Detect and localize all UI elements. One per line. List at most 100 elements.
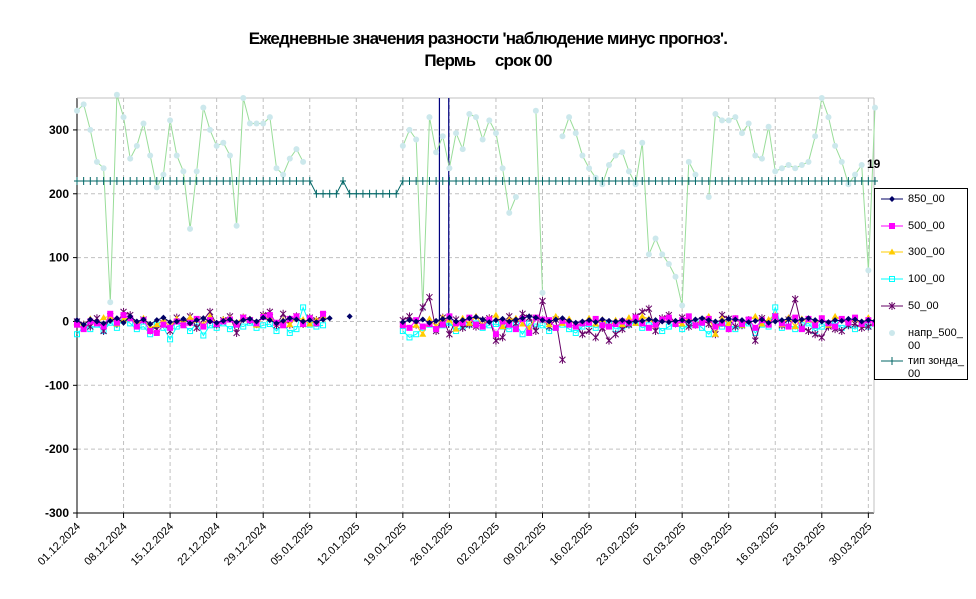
data-point-напр_500_00 <box>758 155 765 162</box>
data-point-100_00 <box>413 331 420 338</box>
data-point-напр_500_00 <box>832 142 839 149</box>
data-point-850_00 <box>712 318 719 325</box>
data-point-тип зонда_00 <box>320 189 327 198</box>
series-line-напр_500_00 <box>535 110 543 293</box>
x-tick-label: 26.01.2025 <box>408 521 455 568</box>
data-point-напр_500_00 <box>805 158 812 165</box>
data-point-тип зонда_00 <box>133 177 140 185</box>
data-point-тип зонда_00 <box>366 189 373 198</box>
data-point-100_00 <box>74 331 80 338</box>
data-point-850_00 <box>253 318 260 325</box>
data-point-100_00 <box>399 328 406 335</box>
data-point-500_00 <box>100 323 107 330</box>
data-point-напр_500_00 <box>719 117 726 124</box>
data-point-100_00 <box>406 334 413 341</box>
data-point-850_00 <box>732 316 739 323</box>
data-point-тип зонда_00 <box>419 177 426 185</box>
data-point-850_00 <box>645 316 652 323</box>
data-point-тип зонда_00 <box>685 177 692 185</box>
data-point-тип зонда_00 <box>559 177 566 185</box>
data-point-850_00 <box>818 318 825 325</box>
data-point-тип зонда_00 <box>340 177 346 185</box>
data-point-напр_500_00 <box>426 114 433 121</box>
data-point-напр_500_00 <box>220 139 227 146</box>
data-point-300_00 <box>678 320 686 327</box>
data-point-500_00 <box>153 329 160 336</box>
legend-symbol <box>881 196 903 202</box>
data-point-850_00 <box>832 317 839 324</box>
data-point-напр_500_00 <box>539 289 546 296</box>
data-point-850_00 <box>240 317 247 324</box>
data-point-напр_500_00 <box>286 155 293 162</box>
data-point-500_00 <box>473 321 479 328</box>
data-point-тип зонда_00 <box>599 177 606 185</box>
legend-label: 50_00 <box>908 300 939 312</box>
data-point-напр_500_00 <box>153 184 160 191</box>
data-point-тип зонда_00 <box>233 177 240 185</box>
x-tick-label: 01.12.2024 <box>36 521 83 568</box>
data-point-850_00 <box>512 316 519 323</box>
data-point-тип зонда_00 <box>659 177 666 185</box>
data-point-тип зонда_00 <box>785 177 792 185</box>
data-point-напр_500_00 <box>100 165 107 172</box>
legend-symbol <box>881 302 903 310</box>
data-point-500_00 <box>113 319 120 326</box>
x-tick-label: 09.02.2025 <box>501 521 548 568</box>
data-point-тип зонда_00 <box>93 177 100 185</box>
data-point-тип зонда_00 <box>173 177 180 185</box>
legend-symbol <box>881 248 903 255</box>
annotation-label: 19 <box>867 157 881 171</box>
data-point-100_00 <box>167 336 174 343</box>
data-point-напр_500_00 <box>80 101 87 108</box>
data-point-50_00 <box>605 336 613 345</box>
data-point-напр_500_00 <box>732 114 739 121</box>
x-tick-label: 16.03.2025 <box>734 521 781 568</box>
data-point-тип зонда_00 <box>679 177 686 185</box>
data-point-тип зонда_00 <box>213 177 220 185</box>
data-point-500_00 <box>592 315 599 322</box>
data-point-напр_500_00 <box>872 104 878 111</box>
data-point-850_00 <box>559 315 566 322</box>
data-point-тип зонда_00 <box>273 177 280 185</box>
data-point-тип зонда_00 <box>872 177 878 185</box>
data-point-300_00 <box>306 320 314 327</box>
data-point-тип зонда_00 <box>180 177 187 185</box>
data-point-850_00 <box>632 318 639 325</box>
data-point-850_00 <box>619 317 626 324</box>
data-point-50_00 <box>731 322 739 331</box>
data-point-тип зонда_00 <box>306 177 313 185</box>
data-point-напр_500_00 <box>160 171 167 178</box>
data-point-500_00 <box>572 323 579 330</box>
legend-symbol <box>881 223 903 229</box>
data-point-напр_500_00 <box>739 130 745 137</box>
data-point-тип зонда_00 <box>446 177 453 185</box>
data-point-тип зонда_00 <box>313 189 320 198</box>
data-point-850_00 <box>107 317 114 324</box>
data-point-850_00 <box>659 318 666 325</box>
data-point-850_00 <box>492 317 499 324</box>
data-point-850_00 <box>419 316 426 323</box>
data-point-500_00 <box>526 329 533 336</box>
data-point-100_00 <box>572 329 579 336</box>
data-point-напр_500_00 <box>140 120 147 127</box>
data-point-500_00 <box>406 324 413 331</box>
data-point-500_00 <box>120 312 127 319</box>
data-point-850_00 <box>499 315 506 322</box>
data-point-300_00 <box>499 323 507 330</box>
data-point-850_00 <box>739 317 745 324</box>
data-point-300_00 <box>625 314 633 321</box>
series-line-напр_500_00 <box>76 94 304 303</box>
data-point-500_00 <box>180 322 187 329</box>
data-point-напр_500_00 <box>725 117 732 124</box>
data-point-напр_500_00 <box>639 139 646 146</box>
data-point-850_00 <box>133 318 140 325</box>
data-point-напр_500_00 <box>479 136 486 143</box>
data-point-тип зонда_00 <box>832 177 839 185</box>
data-point-50_00 <box>791 295 799 304</box>
data-point-напр_500_00 <box>798 162 805 169</box>
data-point-напр_500_00 <box>87 126 94 133</box>
data-point-850_00 <box>838 317 845 324</box>
data-point-500_00 <box>699 319 706 326</box>
data-point-500_00 <box>632 314 639 321</box>
data-point-300_00 <box>452 325 460 332</box>
